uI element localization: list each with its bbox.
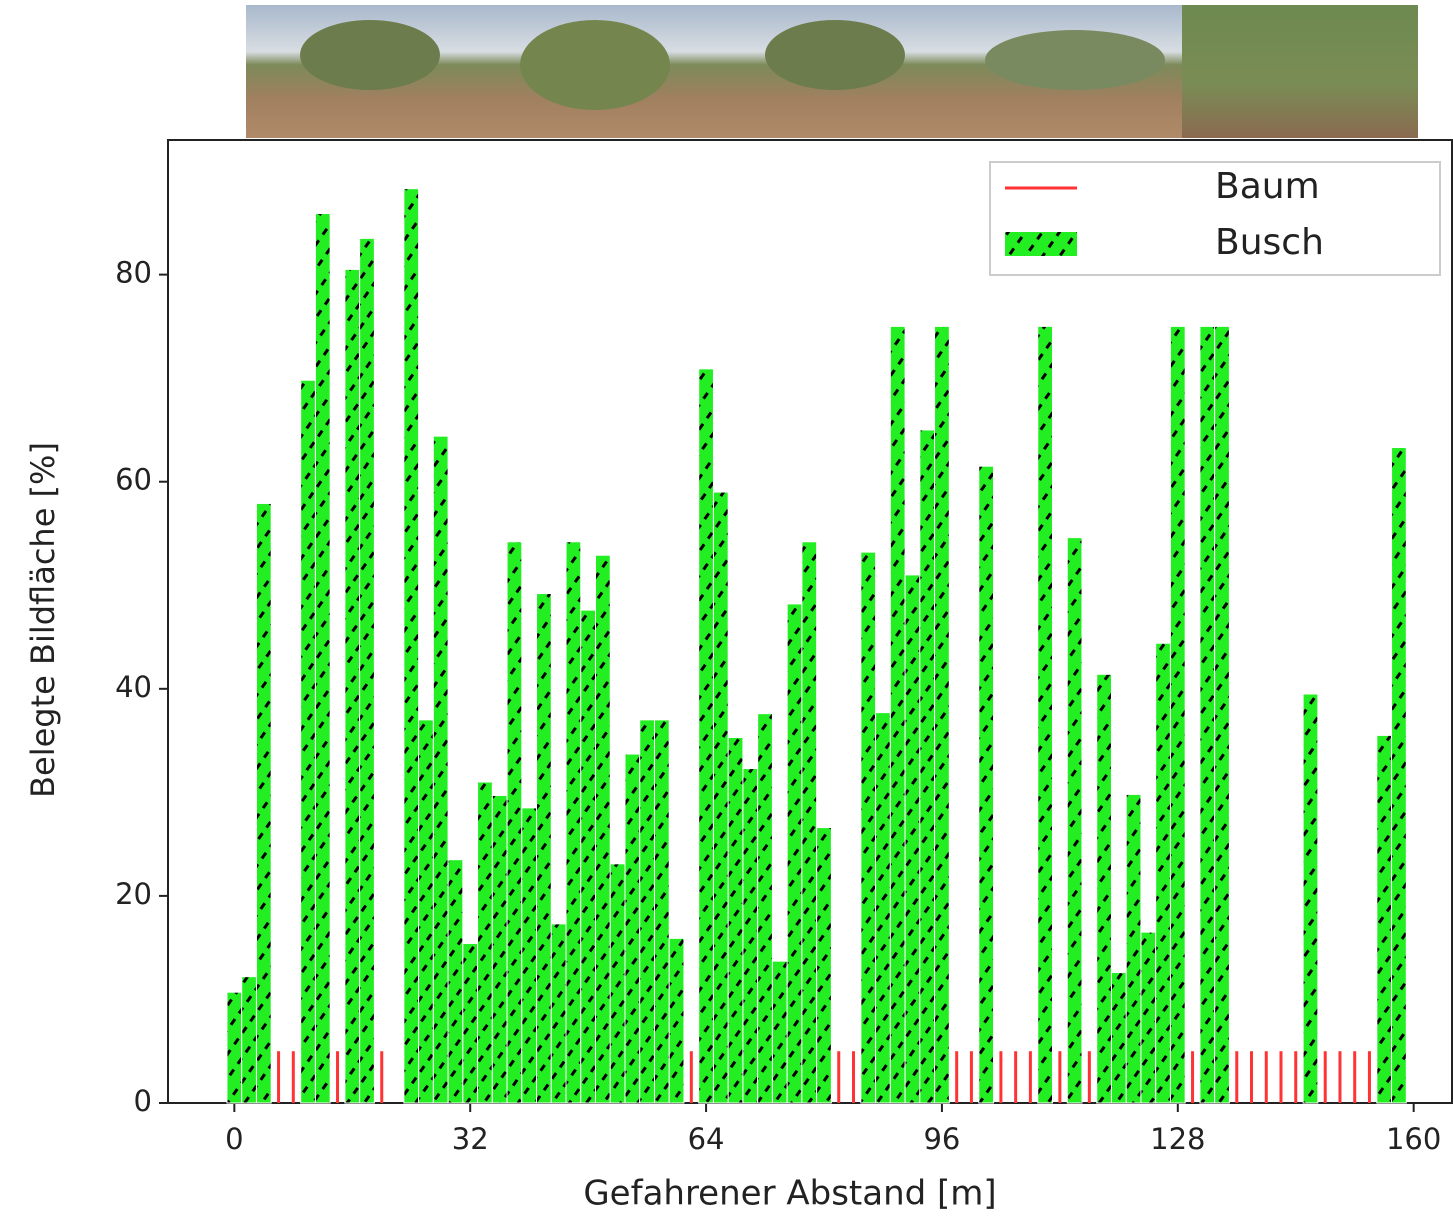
bar [860,551,877,1104]
x-tick-label: 0 [225,1122,243,1156]
photo-tree [765,20,905,90]
bar [668,937,685,1104]
bar [550,923,567,1104]
bar [359,237,375,1104]
bar [889,325,906,1104]
photo-strip [246,5,1418,138]
bar [978,465,995,1104]
photo-tree [520,20,670,110]
legend-box [989,161,1441,276]
x-tick-label: 96 [923,1122,960,1156]
photo-tree [300,20,440,90]
bar [1214,325,1230,1104]
y-tick-label: 80 [115,256,152,290]
bar [1302,693,1319,1104]
bar [1125,793,1142,1104]
x-tick-label: 160 [1386,1122,1441,1156]
y-tick-label: 40 [115,670,152,704]
x-tick-label: 32 [452,1122,489,1156]
bar [1096,673,1112,1104]
bar [653,719,670,1104]
x-tick-label: 64 [688,1122,725,1156]
x-axis-label: Gefahrener Abstand [m] [583,1174,996,1214]
photo [1182,5,1418,138]
bar [565,541,582,1104]
bar [536,593,552,1104]
bar [477,781,493,1104]
bar [1066,537,1083,1104]
bar [1155,642,1171,1104]
bar [786,603,803,1104]
bar [727,736,744,1104]
bar [595,554,611,1104]
bar [300,379,316,1104]
photo-tree [985,30,1165,90]
bar [506,541,523,1104]
bar [919,429,936,1104]
bar [742,768,759,1104]
y-tick-label: 20 [115,877,152,911]
bar [609,863,626,1104]
bar [1169,325,1186,1104]
bar [491,794,508,1104]
bar [904,574,921,1104]
legend-label: Busch [1215,222,1324,263]
bar [521,807,538,1104]
bar [1376,734,1393,1104]
bar [757,713,773,1104]
y-axis-label: Belegte Bildfläche [%] [24,442,62,798]
bar [639,719,655,1104]
bar [241,976,257,1104]
y-tick-label: 0 [134,1084,152,1118]
y-tick-label: 60 [115,463,152,497]
bar [432,435,449,1104]
bar [462,943,479,1104]
bar [580,609,597,1104]
bar [1391,447,1407,1104]
bar [698,368,714,1104]
legend-swatch [1005,232,1077,256]
bar [1110,972,1127,1104]
bar [1037,325,1054,1104]
bar [344,268,361,1104]
bar [403,188,420,1104]
bar [226,991,243,1104]
bar [1199,325,1216,1104]
bar [771,960,788,1104]
bar [934,325,950,1104]
bar [255,502,272,1104]
bar [1140,931,1157,1104]
bar [624,753,641,1104]
bar [875,712,891,1104]
x-tick-label: 128 [1150,1122,1205,1156]
bar [801,541,818,1104]
legend-label: Baum [1215,166,1320,207]
legend: Baum Busch [989,161,1441,276]
bar [712,491,729,1104]
bar [816,827,832,1104]
bar [418,719,434,1104]
bar [447,859,464,1104]
bar [314,213,331,1104]
